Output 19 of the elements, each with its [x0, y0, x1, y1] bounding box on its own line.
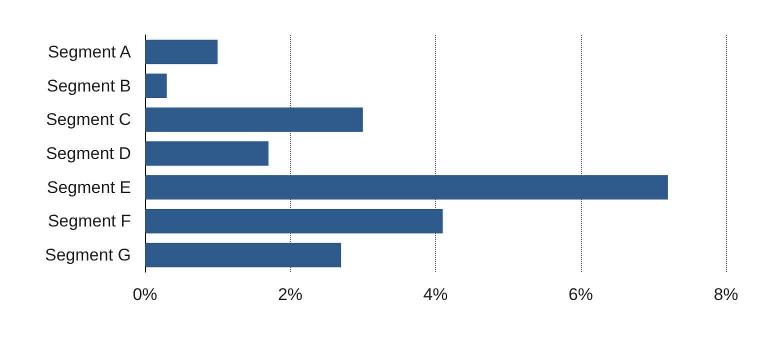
- x-tick-label: 0%: [132, 285, 158, 304]
- x-tick-label: 6%: [568, 285, 594, 304]
- y-tick-label: Segment A: [48, 42, 132, 62]
- y-tick-label: Segment D: [46, 144, 131, 163]
- x-tick-label: 4%: [423, 285, 448, 304]
- y-tick-label: Segment C: [46, 110, 131, 130]
- x-tick-label: 8%: [714, 285, 738, 304]
- bar: [145, 107, 363, 132]
- y-tick-label: Segment B: [46, 76, 131, 96]
- y-tick-label: Segment G: [45, 246, 131, 265]
- bar: [145, 74, 167, 98]
- bar: [145, 141, 268, 166]
- bar: [145, 40, 218, 64]
- y-tick-label: Segment E: [46, 178, 131, 197]
- y-tick-label: Segment F: [48, 212, 131, 231]
- x-tick-label: 2%: [278, 285, 303, 304]
- bar: [145, 209, 443, 234]
- bar: [145, 242, 342, 268]
- bar: [145, 175, 668, 200]
